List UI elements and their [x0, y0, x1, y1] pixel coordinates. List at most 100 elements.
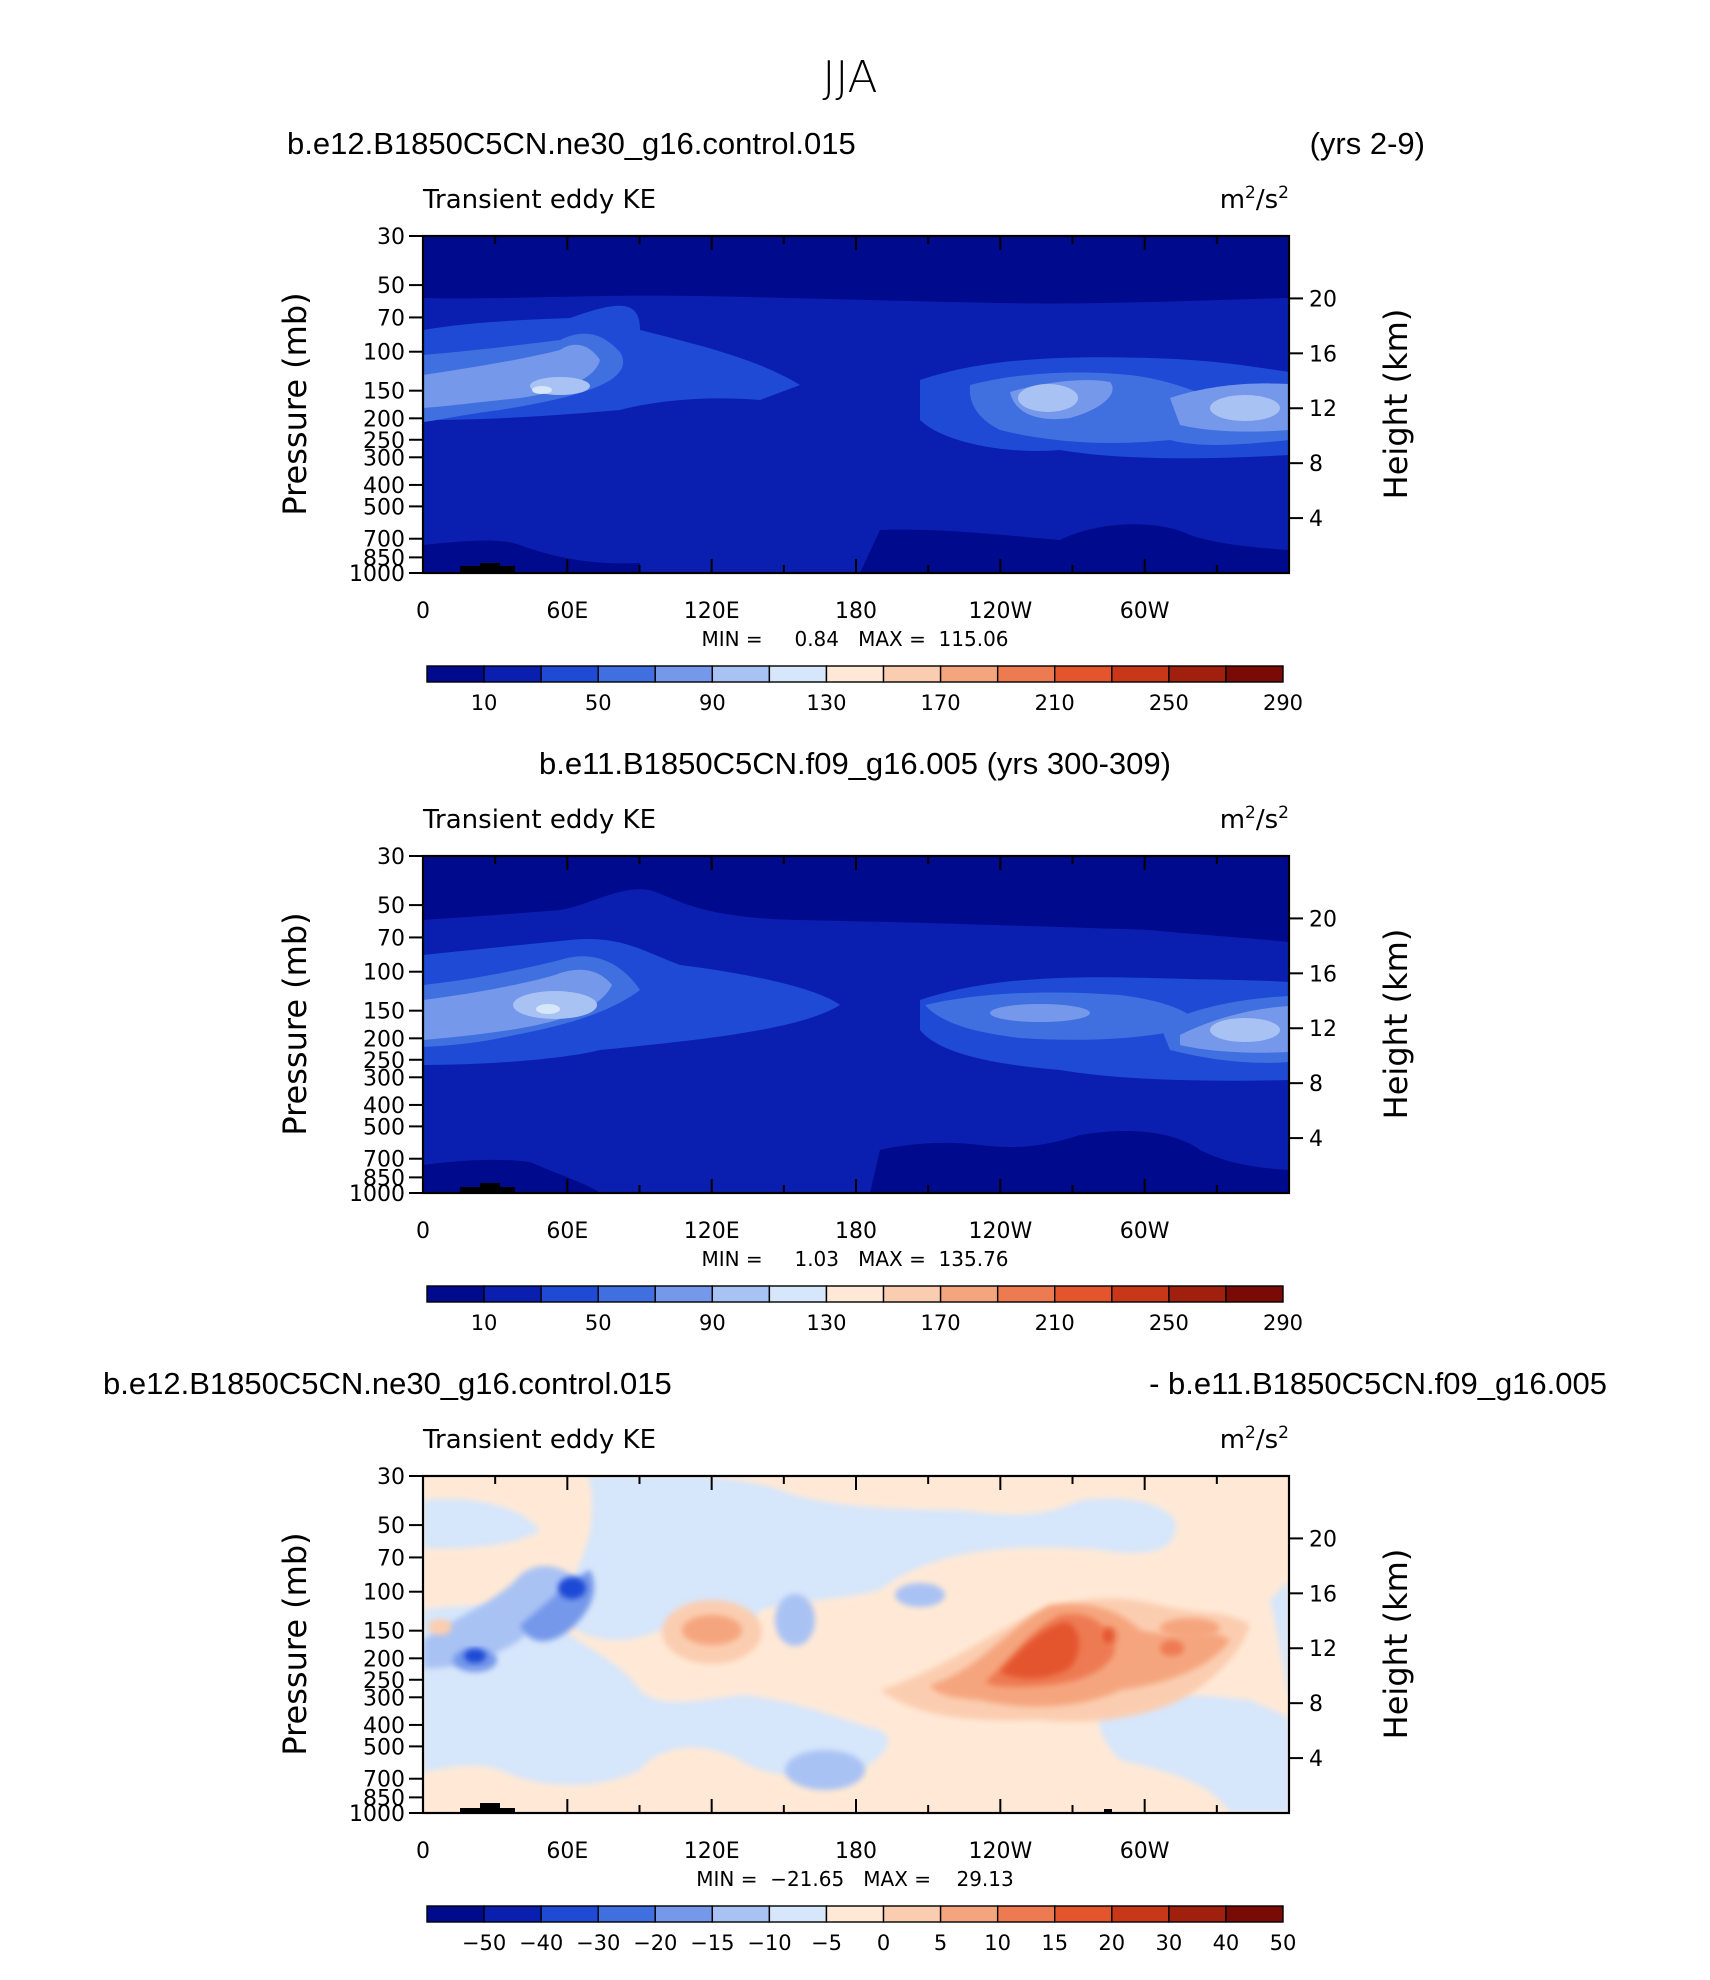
colorbar-label: 5 — [934, 1931, 947, 1955]
colorbar-box — [882, 1285, 942, 1303]
panel-1-ylabel: Pressure (mb) — [276, 292, 314, 515]
x-tick-label: 0 — [416, 1219, 430, 1244]
colorbar-label: 0 — [877, 1931, 890, 1955]
pressure-tick-label: 50 — [377, 274, 405, 299]
pressure-tick-label: 150 — [363, 1000, 405, 1025]
height-tick-label: 4 — [1309, 507, 1323, 532]
pressure-tick-label: 50 — [377, 1514, 405, 1539]
x-tick-label: 120E — [684, 1219, 740, 1244]
colorbar-label: 290 — [1263, 691, 1303, 715]
x-tick-label: 180 — [835, 1839, 877, 1864]
pressure-tick-label: 1000 — [349, 1802, 405, 1827]
pressure-tick-label: 70 — [377, 926, 405, 951]
pressure-tick-label: 1000 — [349, 1182, 405, 1207]
pressure-tick-label: 70 — [377, 306, 405, 331]
colorbar-box — [483, 665, 542, 683]
colorbar-label: 10 — [984, 1931, 1011, 1955]
panel-1-units: m2/s2 — [1220, 183, 1289, 215]
pressure-tick-label: 200 — [363, 407, 405, 432]
panel-3-header-left: b.e12.B1850C5CN.ne30_g16.control.015 — [103, 1366, 672, 1401]
height-tick-label: 12 — [1309, 397, 1337, 422]
colorbar-box — [540, 1285, 599, 1303]
colorbar-box — [711, 1285, 771, 1303]
panel-1-header-left: b.e12.B1850C5CN.ne30_g16.control.015 — [287, 126, 856, 161]
pressure-tick-label: 400 — [363, 474, 405, 499]
panel-1-title-left: Transient eddy KE — [422, 185, 656, 215]
panel-3-ylabel: Pressure (mb) — [276, 1532, 314, 1755]
colorbar-box — [426, 1285, 485, 1303]
x-tick-label: 180 — [835, 1219, 877, 1244]
colorbar-label: 170 — [921, 691, 961, 715]
x-tick-label: 0 — [416, 1839, 430, 1864]
colorbar-label: 210 — [1035, 1311, 1075, 1335]
colorbar-label: −5 — [811, 1931, 842, 1955]
colorbar-label: 40 — [1213, 1931, 1240, 1955]
colorbar-box — [597, 1905, 656, 1923]
colorbar-label: 250 — [1149, 1311, 1189, 1335]
colorbar-box — [711, 1905, 771, 1923]
colorbar-box — [1054, 1905, 1113, 1923]
pressure-tick-label: 700 — [363, 1148, 405, 1173]
x-tick-label: 60W — [1120, 599, 1170, 624]
colorbar-box — [996, 1285, 1056, 1303]
height-tick-label: 8 — [1309, 1692, 1323, 1717]
colorbar-box — [426, 1905, 485, 1923]
colorbar-label: 50 — [585, 691, 612, 715]
panel-2-units: m2/s2 — [1220, 803, 1289, 835]
colorbar-label: −40 — [519, 1931, 563, 1955]
x-tick-label: 120W — [968, 1219, 1032, 1244]
pressure-tick-label: 70 — [377, 1546, 405, 1571]
colorbar-box — [768, 1285, 828, 1303]
colorbar-label: 50 — [1270, 1931, 1297, 1955]
panel-3-y2label: Height (km) — [1377, 1549, 1415, 1740]
pressure-tick-label: 30 — [377, 845, 405, 870]
x-tick-label: 60E — [546, 599, 588, 624]
colorbar-box — [654, 1285, 714, 1303]
colorbar-label: 30 — [1155, 1931, 1182, 1955]
colorbar-box — [597, 665, 656, 683]
colorbar-box — [1054, 665, 1113, 683]
pressure-tick-label: 500 — [363, 1115, 405, 1140]
colorbar-box — [768, 665, 828, 683]
height-tick-label: 16 — [1309, 1582, 1337, 1607]
colorbar-box — [483, 1905, 542, 1923]
x-tick-label: 0 — [416, 599, 430, 624]
panel-3-field — [423, 1476, 1289, 1813]
panel-1-y2label: Height (km) — [1377, 309, 1415, 500]
colorbar-label: 15 — [1041, 1931, 1068, 1955]
pressure-tick-label: 1000 — [349, 562, 405, 587]
colorbar-box — [540, 665, 599, 683]
colorbar-box — [654, 665, 714, 683]
colorbar-label: −15 — [690, 1931, 734, 1955]
panel-1-colorbar: 10 50 90 130 170 210 250 290 — [426, 665, 1303, 715]
panel-1: b.e12.B1850C5CN.ne30_g16.control.015 (yr… — [276, 126, 1425, 715]
panel-3-header-right: - b.e11.B1850C5CN.f09_g16.005 — [1149, 1366, 1607, 1401]
colorbar-label: 90 — [699, 691, 726, 715]
panel-3-stats: MIN = −21.65 MAX = 29.13 — [696, 1867, 1013, 1891]
height-tick-label: 20 — [1309, 287, 1337, 312]
x-tick-label: 60E — [546, 1839, 588, 1864]
panel-1-stats: MIN = 0.84 MAX = 115.06 — [701, 627, 1008, 651]
pressure-tick-label: 850 — [363, 546, 405, 571]
colorbar-box — [711, 665, 771, 683]
colorbar-box — [939, 1285, 999, 1303]
colorbar-box — [825, 1905, 885, 1923]
panel-2-y2label: Height (km) — [1377, 929, 1415, 1120]
panel-2-header-center: b.e11.B1850C5CN.f09_g16.005 (yrs 300-309… — [539, 746, 1171, 781]
colorbar-box — [939, 1905, 999, 1923]
pressure-tick-label: 30 — [377, 1465, 405, 1490]
height-tick-label: 16 — [1309, 342, 1337, 367]
pressure-tick-label: 100 — [363, 961, 405, 986]
colorbar-box — [1168, 1285, 1227, 1303]
colorbar-label: 290 — [1263, 1311, 1303, 1335]
panel-2-title-left: Transient eddy KE — [422, 805, 656, 835]
panel-2-field — [423, 856, 1289, 1193]
colorbar-box — [654, 1905, 714, 1923]
pressure-tick-label: 300 — [363, 446, 405, 471]
height-tick-label: 20 — [1309, 1527, 1337, 1552]
colorbar-box — [1111, 665, 1170, 683]
colorbar-box — [1111, 1905, 1170, 1923]
panel-2: b.e11.B1850C5CN.f09_g16.005 (yrs 300-309… — [276, 746, 1415, 1335]
